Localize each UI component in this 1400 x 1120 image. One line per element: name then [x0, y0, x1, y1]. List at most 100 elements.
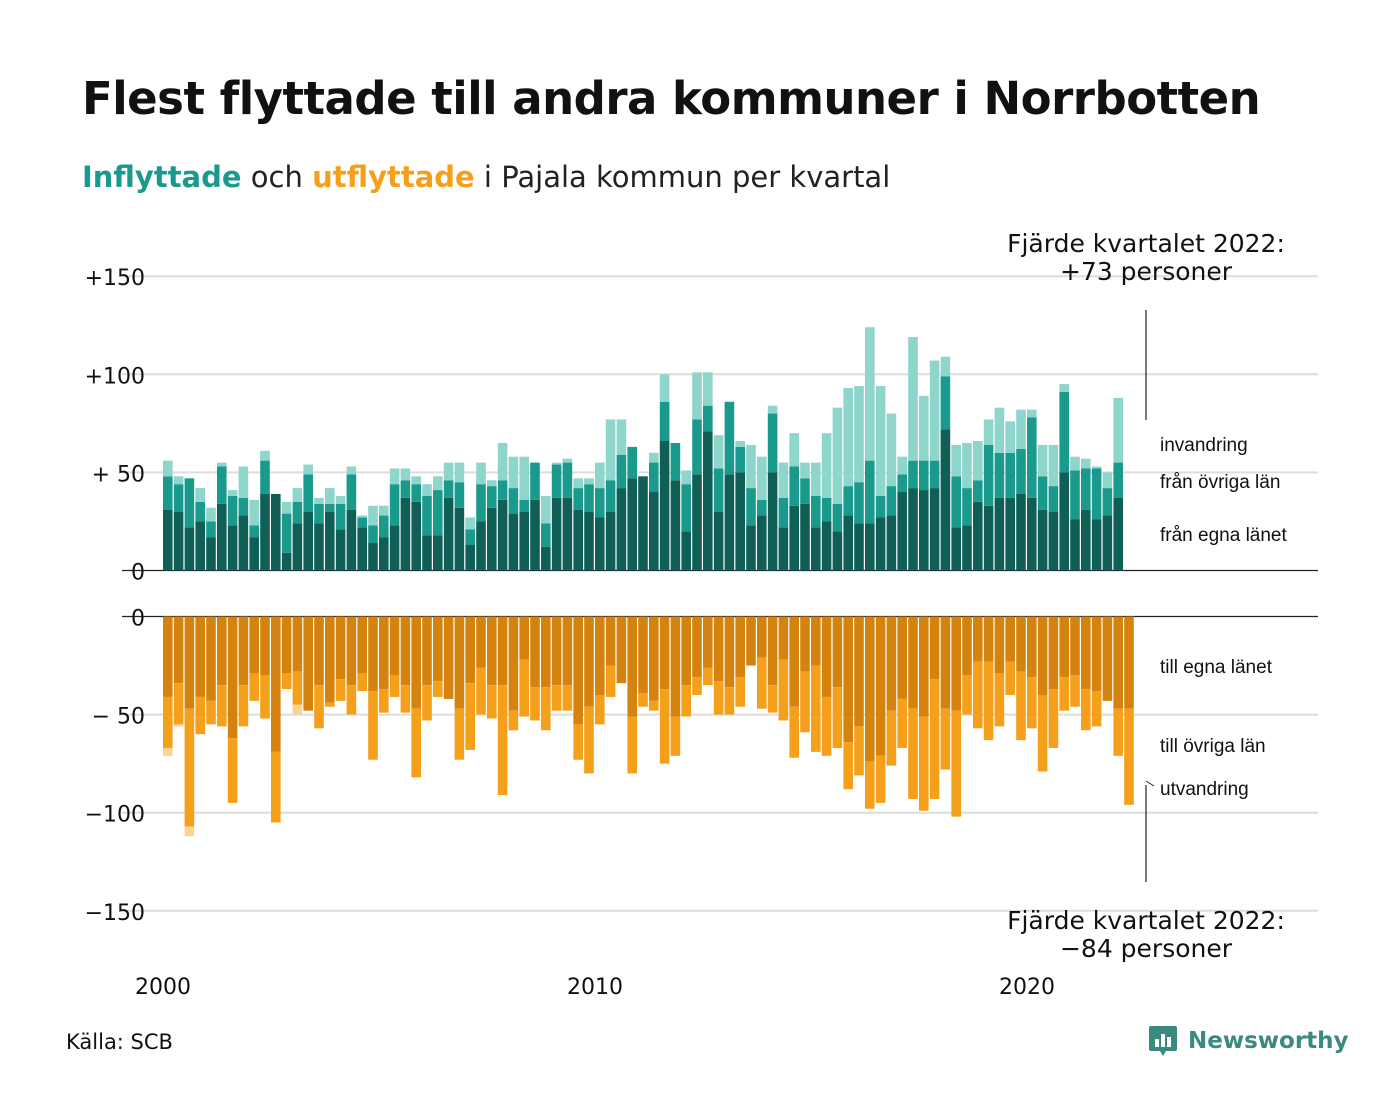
outflow-bar-segment — [206, 616, 216, 701]
outflow-bar-segment — [173, 724, 184, 727]
outflow-bar-segment — [411, 708, 421, 778]
outflow-bar-segment — [1091, 616, 1102, 692]
outflow-bar-segment — [1124, 616, 1134, 709]
outflow-bar-segment — [346, 685, 357, 715]
inflow-bar-segment — [800, 462, 810, 479]
x-tick-label: 2000 — [135, 975, 191, 1000]
inflow-bar-segment — [400, 497, 411, 571]
outflow-bar-segment — [605, 616, 616, 666]
inflow-bar-segment — [843, 515, 853, 571]
inflow-bar-segment — [821, 521, 832, 571]
inflow-bar-segment — [811, 462, 821, 496]
outflow-bar-segment — [1124, 708, 1134, 805]
inflow-bar-segment — [1070, 519, 1080, 571]
inflow-bar-segment — [238, 497, 249, 516]
outflow-bar-segment — [746, 616, 756, 666]
inflow-bar-segment — [649, 452, 659, 463]
outflow-bar-segment — [843, 616, 853, 743]
outflow-bar-segment — [865, 761, 875, 809]
outflow-bar-segment — [584, 706, 594, 774]
x-tick-label: 2020 — [999, 975, 1055, 1000]
outflow-bar-segment — [1070, 675, 1080, 707]
outflow-bar-segment — [659, 689, 670, 764]
outflow-bar-segment — [1016, 671, 1026, 741]
inflow-bar-segment — [616, 454, 627, 489]
inflow-bar-segment — [249, 525, 259, 538]
inflow-bar-segment — [940, 429, 951, 571]
inflow-bar-segment — [724, 401, 735, 475]
inflow-bar-segment — [875, 495, 886, 518]
outflow-bar-segment — [1048, 616, 1059, 690]
inflow-bar-segment — [940, 356, 951, 377]
inflow-bar-segment — [497, 499, 508, 571]
inflow-bar-segment — [713, 511, 724, 571]
inflow-bar-segment — [681, 484, 691, 532]
inflow-bar-segment — [973, 480, 983, 502]
outflow-bar-segment — [778, 659, 789, 721]
inflow-bar-segment — [271, 493, 281, 571]
inflow-bar-segment — [778, 497, 789, 528]
inflow-bar-segment — [1081, 509, 1091, 571]
outflow-bar-segment — [238, 685, 249, 727]
outflow-bar-segment — [1113, 616, 1123, 709]
inflow-bar-segment — [433, 490, 443, 536]
inflow-bar-segment — [1070, 456, 1080, 471]
chart-subtitle: Inflyttade och utflyttade i Pajala kommu… — [82, 160, 890, 194]
outflow-bar-segment — [929, 679, 940, 799]
outflow-bar-segment — [735, 616, 745, 678]
inflow-bar-segment — [746, 444, 756, 489]
inflow-bar-segment — [541, 495, 551, 524]
outflow-bar-segment — [541, 687, 551, 731]
outflow-bar-segment — [238, 616, 249, 686]
legend-utvandring-pointer — [1145, 780, 1155, 787]
outflow-bar-segment — [983, 661, 994, 741]
outflow-bar-segment — [973, 616, 983, 662]
inflow-bar-segment — [929, 360, 940, 461]
outflow-bar-segment — [692, 677, 702, 695]
outflow-bar-segment — [400, 685, 411, 713]
inflow-bar-segment — [832, 531, 843, 571]
inflow-bar-segment — [778, 527, 789, 571]
outflow-bar-segment — [897, 616, 907, 699]
newsworthy-logo-icon — [1149, 1026, 1177, 1056]
outflow-bar-segment — [962, 616, 972, 676]
outflow-bar-segment — [875, 755, 886, 803]
inflow-bar-segment — [1081, 468, 1091, 510]
outflow-bar-segment — [422, 685, 432, 721]
outflow-bar-segment — [724, 687, 735, 715]
inflow-bar-segment — [713, 435, 724, 469]
inflow-bar-segment — [1005, 497, 1015, 571]
outflow-bar-segment — [789, 616, 799, 707]
outflow-bar-segment — [184, 708, 195, 827]
inflow-bar-segment — [1070, 470, 1080, 520]
inflow-bar-segment — [1005, 452, 1015, 498]
inflow-bar-segment — [1059, 391, 1069, 473]
outflow-bar-segment — [487, 616, 497, 686]
inflow-bar-segment — [238, 466, 249, 498]
outflow-bar-segment — [1102, 616, 1113, 701]
outflow-bar-segment — [195, 616, 205, 697]
inflow-bar-segment — [411, 501, 421, 571]
outflow-bar-segment — [443, 616, 454, 699]
inflow-bar-segment — [227, 495, 238, 526]
legend-till-egna-lanet: till egna länet — [1160, 657, 1273, 678]
inflow-bar-segment — [303, 511, 313, 571]
outflow-bar-segment — [325, 702, 335, 707]
inflow-bar-segment — [163, 476, 173, 510]
outflow-bar-segment — [400, 616, 411, 686]
outflow-bar-segment — [163, 616, 173, 697]
inflow-bar-segment — [605, 511, 616, 571]
inflow-bar-segment — [573, 478, 583, 489]
outflow-bar-segment — [260, 616, 270, 676]
top-y-tick-label: + 50 — [92, 462, 145, 487]
inflow-bar-segment — [659, 374, 670, 402]
outflow-bar-segment — [832, 687, 843, 748]
inflow-bar-segment — [821, 433, 832, 498]
outflow-bar-segment — [335, 679, 346, 701]
inflow-bar-segment — [1027, 417, 1037, 498]
inflow-bar-segment — [1102, 488, 1113, 516]
inflow-bar-segment — [249, 499, 259, 526]
outflow-bar-segment — [465, 616, 475, 684]
outflow-bar-segment — [1016, 616, 1026, 672]
newsworthy-logo[interactable]: Newsworthy — [1148, 1024, 1349, 1058]
